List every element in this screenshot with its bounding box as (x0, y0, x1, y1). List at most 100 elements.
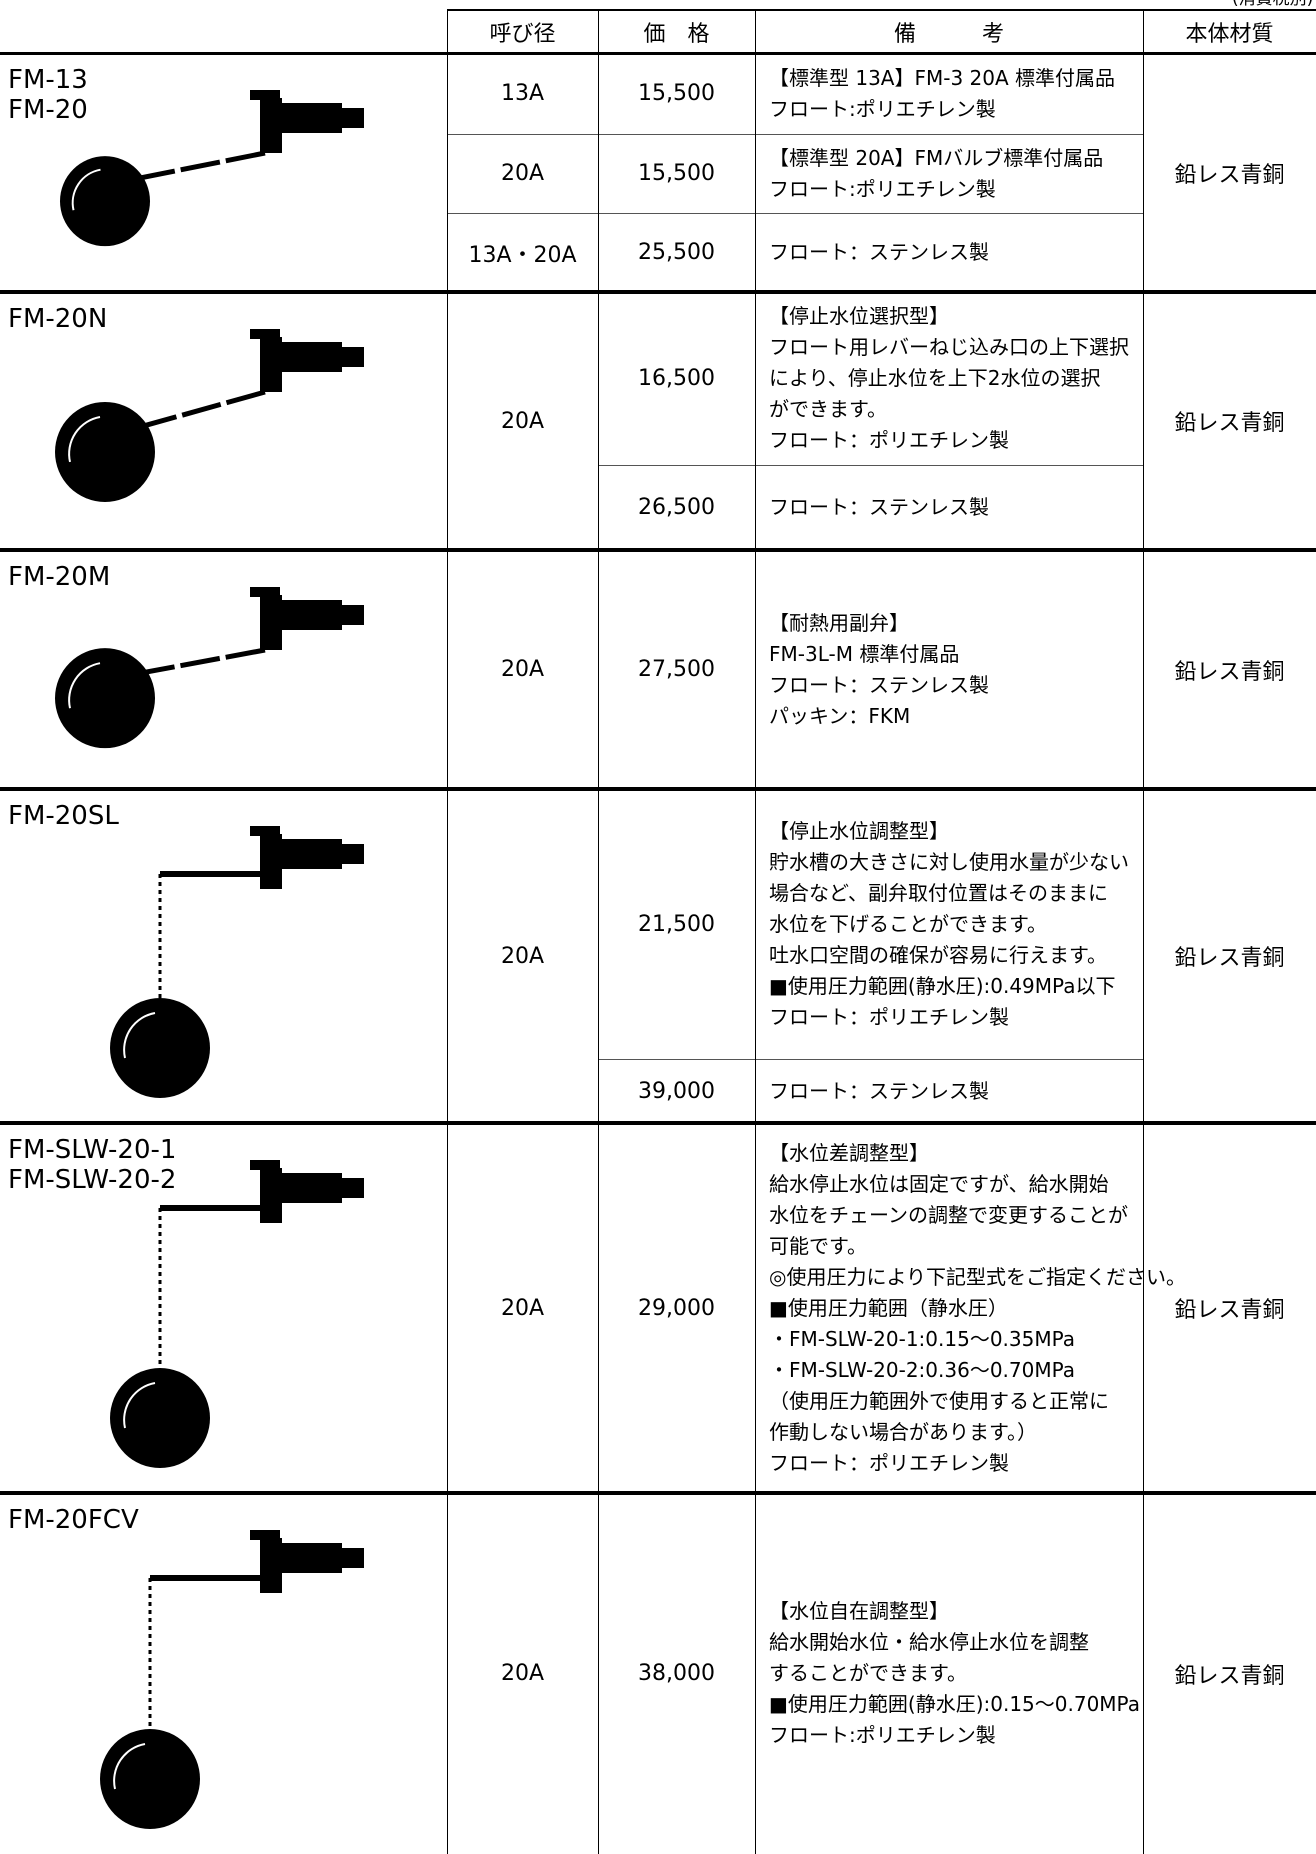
remark-line: ができます。 (769, 397, 887, 421)
remarks-text: フロート：ステンレス製 (769, 237, 989, 268)
remark-line: パッキン：FKM (769, 703, 911, 728)
rule (755, 1493, 756, 1854)
header-cell: 呼び径 (489, 22, 556, 47)
illustration-part (113, 1743, 146, 1790)
rule (598, 292, 599, 550)
size: 13A・20A (468, 242, 577, 268)
material: 鉛レス青銅 (1174, 1298, 1285, 1323)
remarks: フロート：ステンレス製 (755, 213, 1143, 292)
illustration-part (260, 98, 282, 153)
header-cell: 価 格 (643, 22, 710, 47)
remark-line: フロート:ポリエチレン製 (769, 96, 996, 121)
size: 20A (500, 657, 545, 682)
illustration-part (250, 826, 280, 836)
remark-line: 【水位差調整型】 (769, 1140, 929, 1165)
illustration-part (250, 1160, 280, 1170)
remark-line: （使用圧力範囲外で使用すると正常に (769, 1388, 1109, 1413)
size: 13A (500, 81, 545, 106)
rule (447, 550, 448, 789)
illustration-part (260, 595, 282, 650)
remark-line: 水位をチェーンの調整で変更することが (769, 1202, 1128, 1227)
rule (447, 134, 1143, 135)
material: 鉛レス青銅 (1174, 1663, 1285, 1689)
illustration-part (342, 844, 364, 864)
rule (598, 465, 1143, 466)
model-name: FM-SLW-20-2 (8, 1165, 177, 1195)
illustration-part (282, 1543, 342, 1573)
rule (598, 550, 599, 789)
illustration-part (250, 587, 280, 597)
remark-line: 給水停止水位は固定ですが、給水開始 (769, 1171, 1109, 1196)
rule (1143, 9, 1144, 53)
remark-line: FM-3L-M 標準付属品 (769, 641, 960, 666)
rule (755, 789, 756, 1123)
remark-line: フロート：ポリエチレン製 (769, 1004, 1009, 1029)
remarks-text: フロート：ステンレス製 (769, 492, 989, 523)
rule (1143, 1493, 1144, 1854)
remark-line: フロート：ポリエチレン製 (769, 1450, 1009, 1475)
model-name: FM-SLW-20-1 (8, 1135, 177, 1165)
rule (1143, 53, 1144, 292)
remarks: フロート：ステンレス製 (755, 1059, 1143, 1123)
illustration-part (250, 90, 280, 100)
remark-line: することができます。 (769, 1661, 967, 1685)
rule (598, 9, 599, 53)
remarks-text: 【標準型 20A】FMバルブ標準付属品 フロート:ポリエチレン製 (769, 143, 1103, 205)
illustration-part (282, 103, 342, 133)
rule (0, 1121, 1316, 1125)
rule (447, 9, 1316, 11)
material: 鉛レス青銅 (1174, 946, 1285, 971)
price: 38,000 (638, 1661, 715, 1686)
remark-line: フロート：ステンレス製 (769, 1078, 989, 1103)
remarks-text: 【水位差調整型】給水停止水位は固定ですが、給水開始 水位をチェーンの調整で変更する… (769, 1138, 1186, 1479)
model-name: FM-20SL (8, 801, 119, 831)
remark-line: ・FM-SLW-20-1:0.15～0.35MPa (769, 1326, 1076, 1351)
remarks: 【停止水位調整型】 貯水槽の大きさに対し使用水量が少ない 場合など、副弁取付位置はそ… (755, 789, 1143, 1059)
illustration-part (260, 337, 282, 392)
rule (1143, 292, 1144, 550)
illustration-part (123, 1012, 156, 1059)
illustration-part (282, 839, 342, 869)
rule (1143, 1123, 1144, 1493)
illustration-part (342, 1178, 364, 1198)
remarks: 【水位差調整型】給水停止水位は固定ですが、給水開始 水位をチェーンの調整で変更する… (755, 1123, 1186, 1493)
illustration-part (260, 834, 282, 889)
model-name: FM-20M (8, 562, 111, 592)
remark-line: 場合など、副弁取付位置はそのままに (769, 880, 1108, 905)
remarks: 【耐熱用副弁】 FM-3L-M 標準付属品 フロート：ステンレス製 パッキン：FKM (755, 550, 1143, 789)
price: 15,500 (638, 161, 715, 186)
model-name: FM-13 (8, 65, 88, 95)
remark-line: フロート:ポリエチレン製 (769, 1723, 996, 1747)
remark-line: 【耐熱用副弁】 (769, 610, 909, 635)
remark-line: 【停止水位選択型】 (769, 304, 949, 328)
rule (598, 1059, 1143, 1060)
price: 25,500 (638, 240, 715, 265)
remark-line: ◎使用圧力により下記型式をご指定ください。 (769, 1264, 1187, 1289)
remark-line: により、停止水位を上下2水位の選択 (769, 366, 1101, 390)
size: 20A (500, 1295, 545, 1321)
rule (598, 789, 599, 1123)
remark-line: フロート用レバーねじ込み口の上下選択 (769, 335, 1129, 359)
remark-line: 貯水槽の大きさに対し使用水量が少ない (769, 849, 1129, 874)
remark-line: ■使用圧力範囲(静水圧):0.15～0.70MPa (769, 1692, 1140, 1716)
illustration-part (139, 647, 266, 676)
rule (755, 550, 756, 789)
model-name: FM-20 (8, 95, 88, 125)
rule (0, 52, 1316, 55)
remarks: 【停止水位選択型】フロート用レバーねじ込み口の上下選択 により、停止水位を上下2水… (755, 292, 1143, 465)
remark-line: 給水開始水位・給水停止水位を調整 (769, 1630, 1089, 1654)
remark-line: 可能です。 (769, 1233, 867, 1258)
size: 20A (500, 408, 545, 434)
remarks: 【標準型 13A】FM-3 20A 標準付属品 フロート:ポリエチレン製 (755, 53, 1143, 134)
model-name: FM-20FCV (8, 1505, 139, 1535)
price: 27,500 (638, 657, 715, 682)
rule (755, 53, 756, 292)
illustration-part (123, 1382, 156, 1429)
rule (1143, 550, 1144, 789)
rule (755, 1123, 756, 1493)
product-illustrations (55, 90, 364, 1829)
remarks-text: 【停止水位選択型】フロート用レバーねじ込み口の上下選択 により、停止水位を上下2水… (769, 301, 1129, 456)
header-cell: 本体材質 (1185, 22, 1274, 47)
illustration-part (260, 1168, 282, 1223)
remark-line: 作動しない場合があります。） (769, 1419, 1037, 1444)
